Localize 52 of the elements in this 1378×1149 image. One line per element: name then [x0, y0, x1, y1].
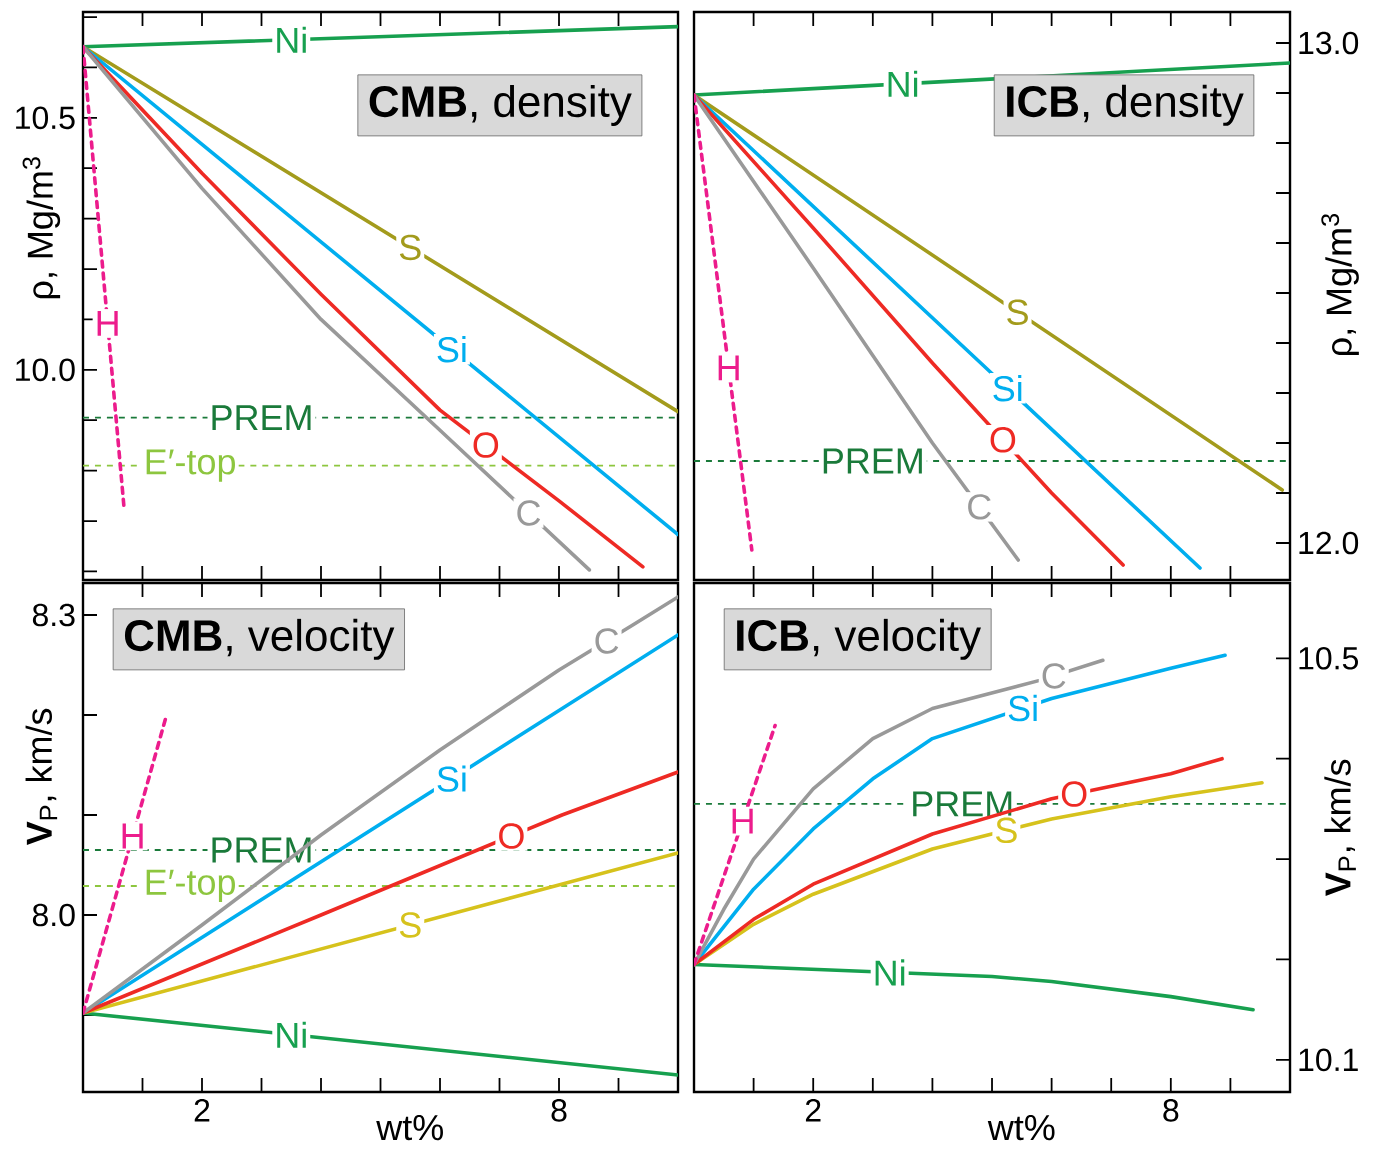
series-label: H [718, 355, 739, 381]
y-tick-label: 13.0 [1299, 31, 1359, 55]
ref-line-label: PREM [913, 791, 1012, 817]
x-tick-label: 2 [805, 1099, 821, 1122]
series-label: H [732, 808, 753, 834]
series-label: C [968, 494, 991, 520]
y-tick-label: 10.1 [1299, 1048, 1358, 1072]
series-label: Si [1008, 694, 1037, 722]
series-label: Ni [277, 26, 306, 53]
series-label: O [473, 432, 499, 458]
ref-line-label: PREM [823, 448, 922, 474]
series-label: S [399, 912, 421, 938]
y-tick-label: 10.0 [16, 358, 75, 382]
x-axis-title: wt% [987, 1115, 1055, 1141]
x-axis-title: wt% [376, 1115, 443, 1141]
x-tick-label: 8 [1163, 1099, 1179, 1122]
y-tick-label: 10.5 [1299, 646, 1358, 670]
ref-line-label: E′-top [146, 869, 235, 903]
text: ICB, density [1007, 84, 1244, 126]
series-label: Ni [277, 1021, 306, 1048]
x-tick-label: 2 [194, 1099, 210, 1122]
ref-line-label: PREM [212, 837, 311, 863]
series-label: C [1042, 663, 1066, 689]
y-axis-title: ρ, Mg/m$^{3}$ [1321, 213, 1359, 356]
series-label: S [995, 817, 1017, 844]
series-label: Si [993, 375, 1022, 402]
series-label: Ni [888, 70, 918, 97]
x-tick-label: 8 [551, 1099, 567, 1122]
y-tick-label: 10.5 [16, 106, 75, 130]
series-label: Ni [875, 959, 905, 986]
y-tick-label: 8.0 [32, 903, 75, 927]
series-label: O [1061, 781, 1087, 807]
y-tick-label: 8.3 [32, 603, 75, 627]
text: CMB, velocity [124, 618, 395, 660]
series-label: C [517, 500, 541, 526]
series-label: O [990, 427, 1016, 453]
y-axis-title: ρ, Mg/m$^{3}$ [22, 157, 61, 299]
series-label: Si [437, 765, 466, 792]
ref-line-label: PREM [212, 405, 311, 431]
ref-line-label: E′-top [146, 449, 235, 482]
y-axis-title: V$_{P}$, km/s [25, 708, 58, 846]
series-label: H [97, 311, 118, 336]
series-label: S [1007, 299, 1028, 325]
series-label: C [595, 628, 619, 654]
text: ICB, velocity [737, 618, 982, 660]
y-tick-label: 12.0 [1299, 531, 1359, 555]
y-axis-title: V$_{P}$, km/s [1324, 759, 1356, 896]
series-label: O [499, 823, 524, 849]
series-label: S [399, 234, 421, 261]
series-label: H [122, 823, 143, 849]
text: CMB, density [369, 84, 632, 126]
series-label: Si [437, 336, 466, 363]
